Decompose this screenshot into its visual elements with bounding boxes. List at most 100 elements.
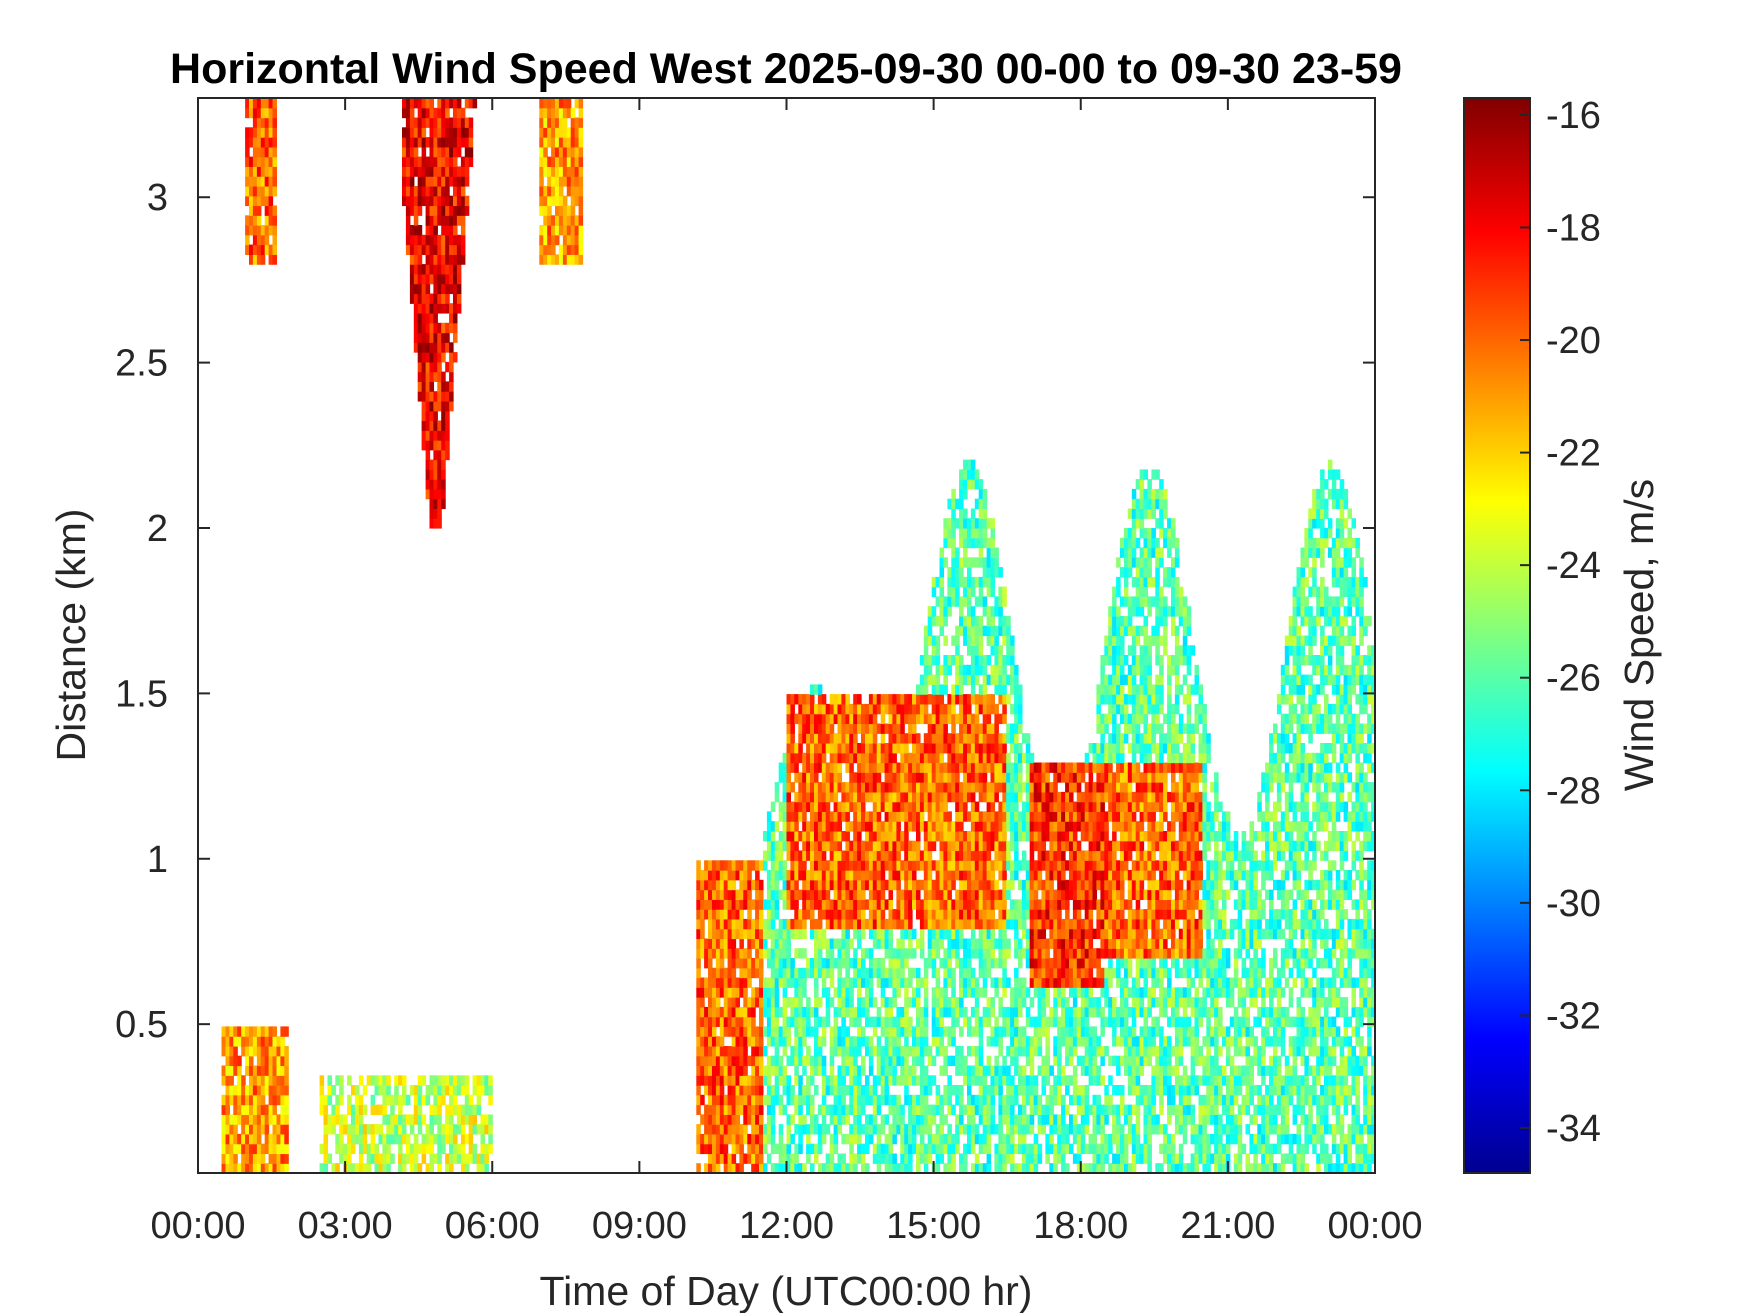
heat-cell	[441, 498, 446, 510]
heat-cell	[943, 518, 948, 529]
heat-cell	[260, 98, 266, 109]
heat-cell	[872, 918, 878, 930]
heat-cell	[429, 176, 435, 187]
heat-cell	[731, 1163, 737, 1173]
heat-cell	[778, 977, 784, 988]
heat-cell	[347, 1163, 352, 1173]
heat-cell	[900, 762, 905, 773]
heat-cell	[884, 928, 890, 940]
heat-cell	[892, 694, 897, 705]
heat-cell	[935, 938, 941, 949]
heat-cell	[433, 371, 438, 382]
heat-cell	[319, 1104, 325, 1115]
heat-cell	[284, 1153, 289, 1164]
heat-cell	[923, 840, 929, 852]
heat-cell	[759, 879, 764, 891]
heat-cell	[731, 1085, 737, 1096]
heat-cell	[256, 1065, 262, 1076]
heat-cell	[986, 1143, 992, 1155]
heat-cell	[821, 1104, 827, 1115]
heat-cell	[912, 782, 917, 793]
heat-cell	[766, 1133, 772, 1145]
heat-cell	[453, 1104, 458, 1115]
heat-cell	[959, 488, 964, 500]
heat-cell	[433, 508, 438, 519]
heat-cell	[460, 1075, 466, 1086]
heat-cell	[959, 684, 964, 695]
heat-cell	[837, 899, 843, 910]
heat-cell	[963, 469, 968, 480]
heat-cell	[806, 752, 811, 764]
heat-cell	[358, 1094, 364, 1106]
heat-cell	[959, 713, 964, 725]
heat-cell	[237, 1075, 242, 1086]
heat-cell	[857, 831, 862, 842]
heat-cell	[821, 1016, 827, 1027]
heat-cell	[449, 342, 454, 353]
heat-cell	[857, 782, 862, 793]
heat-cell	[1033, 811, 1039, 822]
heat-cell	[413, 313, 419, 324]
heat-cell	[919, 772, 925, 783]
heat-cell	[892, 811, 897, 822]
heat-cell	[892, 918, 897, 930]
heat-cell	[939, 850, 945, 861]
heat-cell	[963, 987, 968, 998]
heat-cell	[1021, 1153, 1027, 1164]
heat-cell	[1002, 1055, 1007, 1067]
heat-cell	[970, 752, 976, 764]
heat-cell	[786, 948, 792, 959]
heat-cell	[437, 508, 442, 519]
heat-cell	[865, 1085, 870, 1096]
heat-cell	[763, 938, 768, 949]
heat-cell	[449, 205, 454, 216]
heat-cell	[794, 850, 799, 861]
heat-cell	[437, 381, 442, 392]
heat-cell	[1049, 909, 1054, 920]
heat-cell	[1041, 889, 1047, 900]
heat-cell	[919, 899, 925, 910]
heat-cell	[276, 1036, 282, 1047]
heat-cell	[970, 518, 976, 529]
heat-cell	[900, 1143, 905, 1155]
heat-cell	[786, 801, 792, 812]
heat-cell	[770, 977, 776, 988]
heat-cell	[810, 762, 815, 773]
heat-cell	[908, 1026, 913, 1037]
heat-cell	[931, 811, 937, 822]
heat-cell	[1018, 1143, 1023, 1155]
heat-cell	[798, 997, 803, 1008]
heat-cell	[990, 1094, 996, 1106]
heat-cell	[472, 98, 478, 109]
heat-cell	[959, 879, 964, 891]
heat-cell	[876, 791, 882, 803]
heat-cell	[441, 440, 446, 451]
heat-cell	[441, 371, 446, 382]
heat-cell	[245, 127, 250, 138]
heat-cell	[1018, 1114, 1023, 1125]
heat-cell	[386, 1153, 391, 1164]
heat-cell	[1014, 850, 1019, 861]
heat-cell	[574, 98, 580, 109]
heat-cell	[417, 1104, 423, 1115]
heat-cell	[739, 958, 744, 969]
heat-cell	[970, 909, 976, 920]
heat-cell	[963, 811, 968, 822]
heat-cell	[778, 967, 784, 979]
heat-cell	[959, 1114, 964, 1125]
heat-cell	[849, 840, 854, 852]
heat-cell	[445, 303, 450, 314]
heat-cell	[833, 1085, 839, 1096]
heat-cell	[888, 938, 894, 949]
heat-cell	[252, 98, 258, 109]
heat-cell	[221, 1124, 227, 1135]
heat-cell	[719, 977, 725, 988]
heat-cell	[712, 1046, 717, 1057]
heat-cell	[1014, 811, 1019, 822]
heat-cell	[774, 889, 780, 900]
heat-cell	[998, 1143, 1003, 1155]
heat-cell	[959, 537, 964, 549]
heat-cell	[790, 1046, 795, 1057]
heat-cell	[994, 635, 999, 646]
heat-cell	[943, 821, 948, 832]
